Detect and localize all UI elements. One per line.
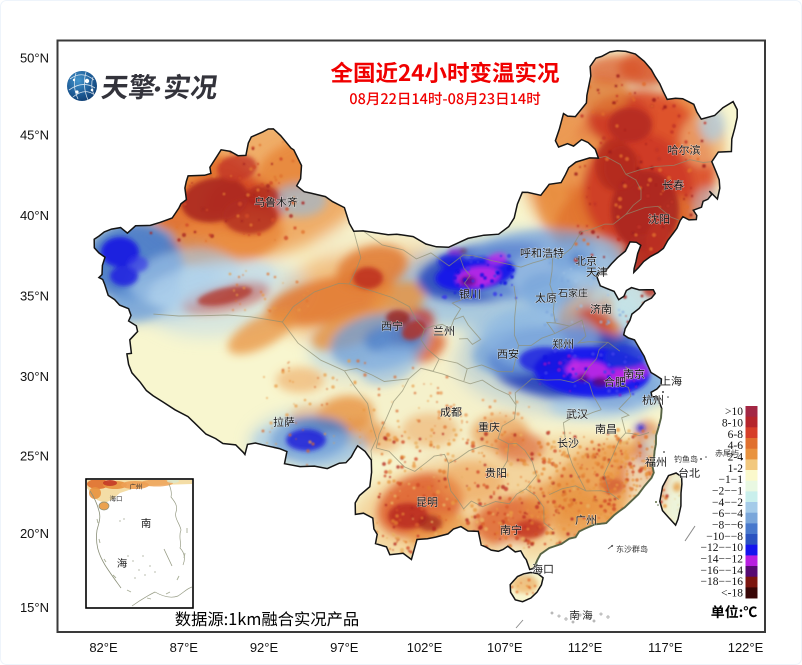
svg-text:35°N: 35°N bbox=[20, 288, 49, 303]
svg-text:2-4: 2-4 bbox=[728, 452, 744, 464]
svg-text:−14−−12: −14−−12 bbox=[701, 554, 744, 566]
svg-text:40°N: 40°N bbox=[20, 208, 49, 223]
svg-text:−1−1: −1−1 bbox=[719, 474, 744, 486]
svg-text:−4−−2: −4−−2 bbox=[712, 497, 743, 509]
svg-text:82°E: 82°E bbox=[89, 640, 118, 655]
svg-text:20°N: 20°N bbox=[20, 526, 49, 541]
svg-text:15°N: 15°N bbox=[20, 600, 49, 615]
svg-text:122°E: 122°E bbox=[728, 640, 764, 655]
svg-text:4-6: 4-6 bbox=[728, 440, 744, 452]
svg-text:−8−−6: −8−−6 bbox=[712, 520, 743, 532]
svg-text:−10−−8: −10−−8 bbox=[706, 531, 743, 543]
svg-text:25°N: 25°N bbox=[20, 449, 49, 464]
svg-text:45°N: 45°N bbox=[20, 128, 49, 143]
svg-text:−12−−10: −12−−10 bbox=[701, 542, 744, 554]
svg-text:−16−−14: −16−−14 bbox=[701, 565, 744, 577]
svg-text:92°E: 92°E bbox=[250, 640, 279, 655]
svg-text:<-18: <-18 bbox=[721, 588, 743, 600]
svg-text:102°E: 102°E bbox=[407, 640, 443, 655]
svg-text:−18−−16: −18−−16 bbox=[701, 576, 744, 588]
svg-text:87°E: 87°E bbox=[170, 640, 199, 655]
svg-text:−6−−4: −6−−4 bbox=[712, 508, 743, 520]
svg-text:112°E: 112°E bbox=[568, 640, 603, 655]
svg-text:>10: >10 bbox=[725, 406, 743, 418]
svg-text:30°N: 30°N bbox=[20, 369, 49, 384]
svg-text:117°E: 117°E bbox=[648, 640, 683, 655]
svg-text:−2−−1: −2−−1 bbox=[712, 486, 743, 498]
svg-text:1-2: 1-2 bbox=[728, 463, 744, 475]
svg-text:6-8: 6-8 bbox=[728, 429, 744, 441]
svg-text:8-10: 8-10 bbox=[722, 418, 743, 430]
svg-text:107°E: 107°E bbox=[487, 640, 523, 655]
svg-text:97°E: 97°E bbox=[330, 640, 359, 655]
svg-text:50°N: 50°N bbox=[20, 51, 49, 66]
